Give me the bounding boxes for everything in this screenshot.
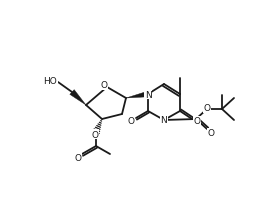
Text: N: N [161, 116, 167, 125]
Text: O: O [127, 117, 135, 126]
Polygon shape [70, 90, 86, 105]
Text: O: O [100, 81, 108, 90]
Text: O: O [204, 104, 210, 113]
Text: O: O [91, 130, 99, 139]
Text: O: O [207, 129, 214, 138]
Text: N: N [145, 90, 151, 99]
Text: O: O [193, 117, 201, 126]
Polygon shape [126, 92, 148, 99]
Text: O: O [74, 154, 82, 163]
Text: HO: HO [43, 76, 57, 85]
